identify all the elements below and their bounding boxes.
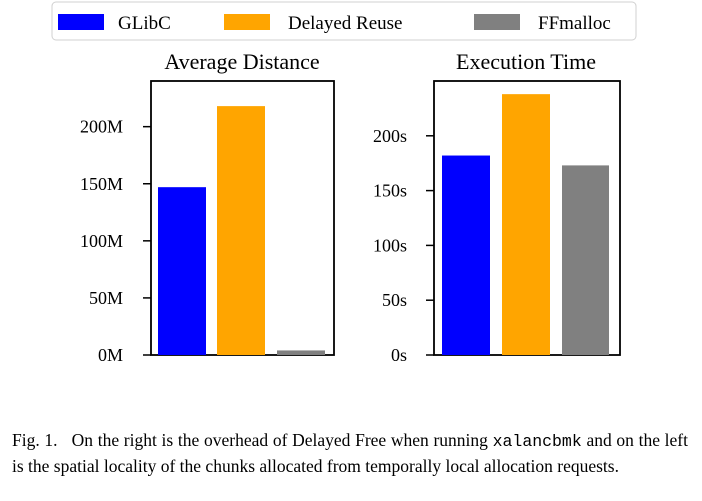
chart-title-execution-time: Execution Time [456,49,596,74]
legend: GLibC Delayed Reuse FFmalloc [51,1,637,41]
y-tick-label: 100s [373,235,407,255]
bar-ffmalloc [277,350,325,355]
y-tick-label: 0s [391,345,407,365]
bar-delayed-reuse [502,94,550,355]
y-tick-label: 150s [373,181,407,201]
legend-label-glibc: GLibC [118,13,171,34]
caption-text-before: On the right is the overhead of Delayed … [71,430,493,450]
legend-swatch-delayed-reuse [224,14,270,30]
chart-title-average-distance: Average Distance [164,49,319,74]
chart-execution-time: Execution Time 0s 50s 100s 150s 200s [373,49,621,365]
bar-ffmalloc [562,165,609,355]
bars-execution-time [442,94,609,355]
y-tick-label: 50M [89,288,123,308]
bar-delayed-reuse [217,106,265,355]
chart-average-distance: Average Distance 0M 50M 100M 150M 200M [80,49,335,365]
caption-label: Fig. 1. [12,430,58,450]
legend-frame [51,1,637,41]
caption-text-after: and on the left is the spatial locality … [12,430,688,476]
bar-glibc [158,187,206,355]
figure: GLibC Delayed Reuse FFmalloc Average Dis… [51,1,637,365]
legend-swatch-ffmalloc [474,14,520,30]
legend-swatch-glibc [58,14,104,30]
y-tick-label: 200M [80,117,123,137]
y-tick-label: 200s [373,126,407,146]
legend-label-delayed-reuse: Delayed Reuse [288,13,402,34]
bar-glibc [442,155,490,355]
bars-average-distance [158,106,325,355]
legend-label-ffmalloc: FFmalloc [538,13,611,34]
y-tick-label: 50s [382,290,407,310]
y-ticks-execution-time: 0s 50s 100s 150s 200s [373,126,434,365]
y-tick-label: 100M [80,231,123,251]
caption-code: xalancbmk [492,432,582,451]
figure-caption: Fig. 1. On the right is the overhead of … [12,428,688,478]
y-ticks-average-distance: 0M 50M 100M 150M 200M [80,117,151,365]
y-tick-label: 150M [80,174,123,194]
y-tick-label: 0M [98,345,123,365]
